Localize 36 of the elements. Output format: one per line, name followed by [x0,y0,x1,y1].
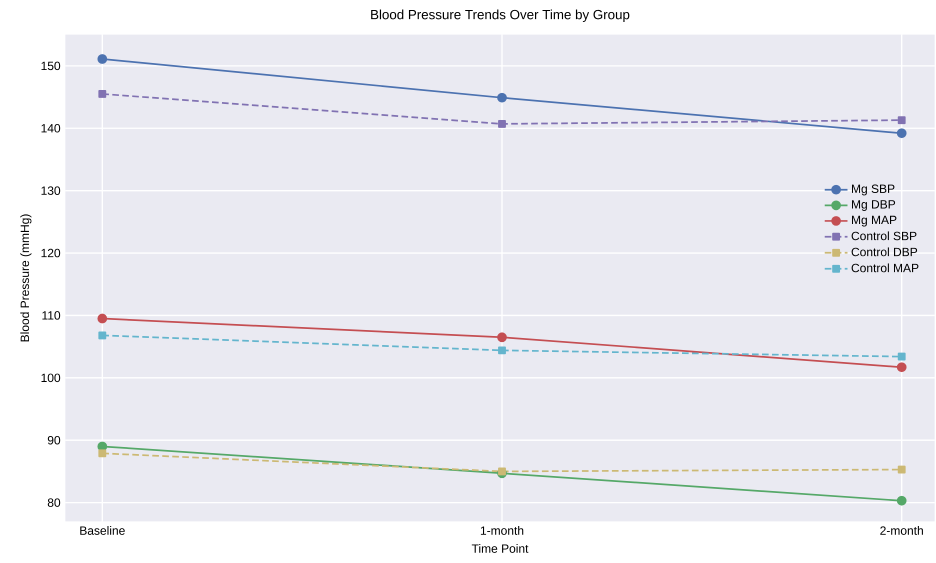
x-axis-title: Time Point [472,544,528,553]
point [497,92,507,103]
point [898,116,906,124]
point [98,450,106,458]
y-tick-label: 150 [42,62,60,70]
x-tick-label: 1-month [480,526,524,536]
point [896,128,907,138]
legend-label: Mg DBP [852,200,896,212]
point [97,314,108,324]
chart-title: Blood Pressure Trends Over Time by Group [371,10,630,22]
legend-label: Mg SBP [852,184,894,196]
y-tick-label: 80 [48,498,60,508]
point [898,466,906,474]
point [498,120,506,128]
y-tick-label: 140 [42,124,60,133]
y-tick-label: 100 [42,374,60,382]
y-tick-label: 90 [48,436,60,445]
point [898,352,906,361]
legend-label: Control SBP [852,232,916,240]
y-tick-label: 120 [42,248,60,258]
x-tick-label: Baseline [80,526,125,536]
point [98,90,106,98]
point [896,496,907,506]
point [97,54,108,64]
legend-label: Control DBP [852,248,918,256]
y-axis-title: Blood Pressure (mmHg) [20,214,32,342]
y-tick-label: 110 [42,311,60,320]
point [498,346,506,354]
point [498,468,506,476]
point [497,332,507,342]
x-tick-label: 2-month [880,526,923,536]
legend-label: Control MAP [852,264,918,272]
legend-label: Mg MAP [852,216,896,227]
y-tick-label: 130 [42,186,60,196]
point [98,332,106,340]
point [896,362,907,372]
